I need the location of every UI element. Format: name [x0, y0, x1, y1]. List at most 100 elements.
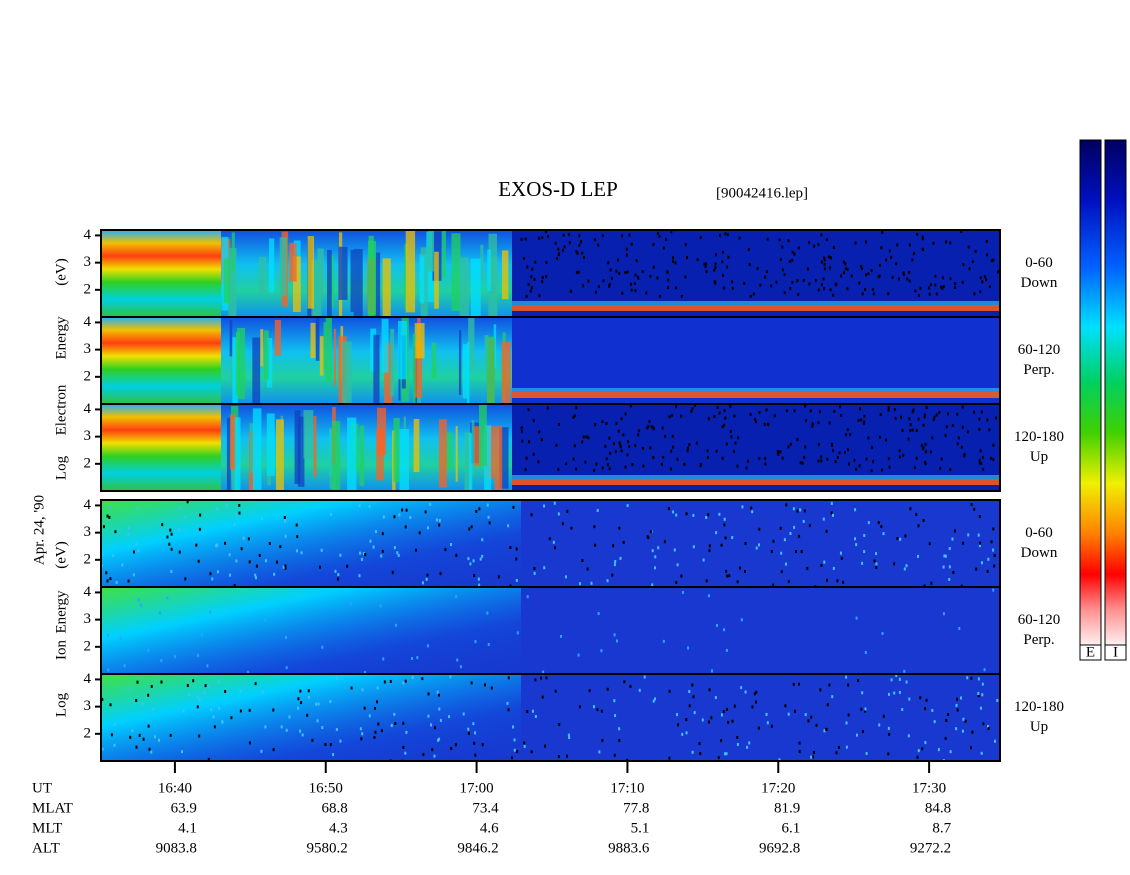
y-axis-label: Electron — [53, 384, 69, 435]
y-tick-label: 3 — [84, 698, 92, 714]
spectrogram-speck — [544, 230, 547, 234]
spectrogram-speck — [225, 503, 228, 507]
spectrogram-speck — [890, 678, 893, 682]
spectrogram-speck — [570, 526, 573, 530]
spectrogram-speck — [224, 689, 227, 693]
spectrogram-speck — [783, 273, 786, 277]
spectrogram-speck — [942, 565, 945, 569]
spectrogram-speck — [779, 526, 782, 530]
spectrogram-speck — [215, 544, 218, 548]
spectrogram-stripe — [341, 341, 352, 404]
panel-angle: 0-60 — [1025, 255, 1053, 271]
panel-direction: Perp. — [1023, 362, 1054, 378]
spectrogram-speck — [817, 442, 820, 446]
spectrogram-speck — [820, 260, 823, 264]
y-tick-label: 4 — [84, 314, 92, 330]
spectrogram-speck — [864, 288, 867, 292]
spectrogram-speck — [474, 640, 477, 644]
spectrogram-speck — [703, 262, 706, 266]
spectrogram-speck — [949, 750, 952, 754]
spectrogram-speck — [915, 428, 918, 432]
spectrogram-speck — [873, 559, 876, 563]
spectrogram-speck — [321, 645, 324, 649]
spectrogram-speck — [955, 703, 958, 707]
spectrogram-speck — [799, 508, 802, 512]
spectrogram-speck — [210, 708, 213, 712]
spectrogram-speck — [653, 566, 656, 570]
spectrogram-speck — [736, 464, 739, 468]
spectrogram-speck — [917, 294, 920, 298]
spectrogram-speck — [996, 698, 999, 702]
spectrogram-speck — [645, 291, 648, 295]
spectrogram-speck — [747, 248, 750, 252]
spectrogram-speck — [914, 289, 917, 293]
spectrogram-speck — [895, 674, 898, 678]
spectrogram-speck — [626, 758, 629, 761]
spectrogram-speck — [867, 521, 870, 525]
spectrogram-speck — [101, 552, 104, 556]
spectrogram-speck — [360, 557, 363, 561]
spectrogram-speck — [557, 755, 560, 759]
ephemeris-value: 4.3 — [329, 820, 348, 836]
spectrogram-speck — [409, 515, 412, 519]
spectrogram-speck — [726, 265, 729, 269]
spectrogram-speck — [680, 294, 683, 298]
spectrogram-speck — [706, 455, 709, 459]
y-axis-label: Log — [53, 455, 69, 480]
spectrogram-speck — [831, 449, 834, 453]
spectrogram-speck — [614, 450, 617, 454]
spectrogram-speck — [956, 697, 959, 701]
spectrogram-speck — [329, 743, 332, 747]
spectrogram-speck — [896, 243, 899, 247]
spectrogram-speck — [221, 720, 224, 724]
spectrogram-speck — [284, 564, 287, 568]
spectrogram-speck — [523, 744, 526, 748]
spectrogram-speck — [594, 423, 597, 427]
spectrogram-stripe — [377, 407, 387, 455]
spectrogram-speck — [585, 435, 588, 439]
spectrogram-speck — [680, 574, 683, 578]
spectrogram-speck — [593, 238, 596, 242]
spectrogram-speck — [273, 572, 276, 576]
spectrogram-speck — [880, 246, 883, 250]
spectrogram-speck — [215, 507, 218, 511]
spectrogram-speck — [690, 409, 693, 413]
spectrogram-stripe — [249, 423, 254, 473]
spectrogram-speck — [961, 405, 964, 409]
spectrogram-speck — [820, 455, 823, 459]
spectrogram-speck — [198, 697, 201, 701]
spectrogram-speck — [945, 718, 948, 722]
spectrogram-speck — [908, 243, 911, 247]
spectrogram-speck — [470, 525, 473, 529]
spectrogram-speck — [648, 420, 651, 424]
spectrogram-speck — [672, 256, 675, 260]
spectrogram-speck — [839, 274, 842, 278]
spectrogram-speck — [898, 455, 901, 459]
spectrogram-speck — [820, 563, 823, 567]
spectrogram-speck — [542, 670, 545, 674]
spectrogram-speck — [765, 408, 768, 412]
spectrogram-speck — [923, 415, 926, 419]
spectrogram-speck — [211, 577, 214, 581]
spectrogram-speck — [924, 450, 927, 454]
spectrogram-speck — [411, 656, 414, 660]
spectrogram-speck — [784, 704, 787, 708]
spectrogram-speck — [541, 236, 544, 240]
spectrogram-speck — [350, 686, 353, 690]
spectrogram-speck — [541, 695, 544, 699]
spectrogram-speck — [845, 433, 848, 437]
spectrogram-speck — [444, 548, 447, 552]
spectrogram-speck — [979, 541, 982, 545]
spectrogram-speck — [941, 276, 944, 280]
spectrogram-speck — [139, 603, 142, 607]
spectrogram-speck — [398, 513, 401, 517]
spectrogram-speck — [863, 533, 866, 537]
spectrogram-speck — [691, 750, 694, 754]
y-tick-label: 3 — [84, 254, 92, 270]
spectrogram-speck — [136, 506, 139, 510]
spectrogram-speck — [726, 707, 729, 711]
spectrogram-speck — [584, 460, 587, 464]
spectrogram-speck — [668, 756, 671, 760]
spectrogram-speck — [766, 270, 769, 274]
spectrogram-stripe — [313, 416, 317, 477]
